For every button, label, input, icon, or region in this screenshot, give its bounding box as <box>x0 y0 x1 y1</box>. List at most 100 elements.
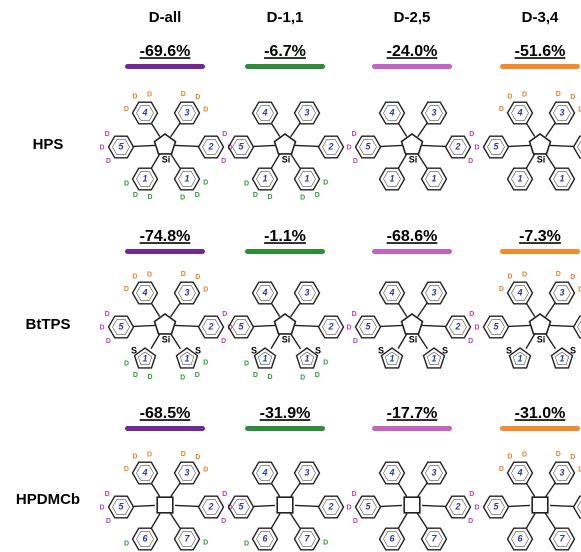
aryl-inner <box>383 171 401 187</box>
deuterium-label: D <box>323 180 328 187</box>
aryl-inner <box>298 171 316 187</box>
ring-number: 3 <box>559 287 564 297</box>
bond <box>421 324 447 328</box>
aryl-ring <box>354 315 382 339</box>
bond <box>549 324 575 328</box>
bond <box>421 504 447 508</box>
ring-number: 2 <box>327 321 333 331</box>
aryl-inner <box>511 285 529 301</box>
hetero-atom: S <box>195 345 201 355</box>
aryl-ring <box>131 527 159 551</box>
aryl-ring <box>572 495 581 519</box>
ring-number: 4 <box>261 107 267 117</box>
bond <box>507 144 531 148</box>
aryl-ring <box>506 167 534 191</box>
deuterium-label: D <box>556 91 561 98</box>
deuterium-label: D <box>124 106 129 113</box>
ring-number: 1 <box>431 353 436 363</box>
aryl-ring <box>107 135 135 159</box>
ring-number: 1 <box>142 353 147 363</box>
ring-number: 7 <box>304 533 310 543</box>
deuterium-label: D <box>300 194 305 201</box>
aryl-ring <box>131 461 159 485</box>
core-ring <box>276 496 294 514</box>
aryl-ring <box>548 167 576 191</box>
core-atom: Si <box>282 334 291 344</box>
hetero-atom: S <box>442 345 448 355</box>
aryl-inner <box>136 105 154 121</box>
deuterium-label: D <box>221 518 226 525</box>
aryl-inner <box>359 499 377 515</box>
ring-number: 4 <box>261 287 267 297</box>
aryl-inner <box>137 351 153 366</box>
ring-number: 6 <box>389 533 395 543</box>
bond <box>169 513 182 530</box>
column-header: D-3,4 <box>522 9 559 26</box>
bond <box>525 122 536 137</box>
ring-number: 4 <box>141 107 147 117</box>
bond <box>416 333 429 350</box>
aryl-ring <box>197 135 225 159</box>
color-bar <box>125 426 205 431</box>
ring-number: 5 <box>365 501 371 511</box>
ring-number: 3 <box>184 287 189 297</box>
aryl-ring <box>197 495 225 519</box>
aryl-inner <box>512 351 528 366</box>
color-bar <box>372 64 452 69</box>
bond <box>289 153 302 170</box>
column-header: D-all <box>149 9 182 26</box>
core-atom: Si <box>409 154 418 164</box>
percent-change: -6.7% <box>264 43 306 60</box>
color-bar <box>245 426 325 431</box>
aryl-inner <box>257 351 273 366</box>
aryl-inner <box>511 105 529 121</box>
deuterium-label: D <box>195 192 200 199</box>
deuterium-label: D <box>352 311 357 318</box>
hetero-atom: S <box>251 345 257 355</box>
deuterium-label: D <box>469 311 474 318</box>
aryl-inner <box>383 105 401 121</box>
aryl-inner <box>322 139 340 155</box>
aryl-ring <box>131 167 159 191</box>
ring-number: 4 <box>516 287 522 297</box>
aryl-inner <box>322 499 340 515</box>
ring-number: 1 <box>262 173 267 183</box>
aryl-inner <box>553 171 571 187</box>
aryl-inner <box>256 531 274 547</box>
aryl-ring <box>378 167 406 191</box>
row-label: HPS <box>33 136 64 153</box>
deuterium-label: D <box>474 325 479 332</box>
color-bar <box>372 249 452 254</box>
aryl-inner <box>136 465 154 481</box>
deuterium-label: D <box>195 454 200 461</box>
aryl-inner <box>178 531 196 547</box>
color-bar <box>245 64 325 69</box>
deuterium-label: D <box>522 91 527 98</box>
aryl-ring <box>227 135 255 159</box>
aryl-inner <box>298 285 316 301</box>
bond <box>270 153 281 170</box>
aryl-inner <box>425 171 443 187</box>
deuterium-label: D <box>353 338 358 345</box>
aryl-ring <box>482 495 510 519</box>
ring-number: 7 <box>431 533 437 543</box>
aryl-inner <box>577 320 581 334</box>
percent-change: -51.6% <box>515 43 566 60</box>
bond <box>507 324 531 328</box>
ring-number: 2 <box>327 501 333 511</box>
deuterium-label: D <box>147 91 152 98</box>
ring-number: 1 <box>559 173 564 183</box>
aryl-ring <box>444 315 472 339</box>
aryl-inner <box>553 465 571 481</box>
deuterium-label: D <box>222 311 227 318</box>
aryl-inner <box>112 499 130 515</box>
deuterium-label: D <box>244 180 249 187</box>
aryl-ring <box>293 527 321 551</box>
bond <box>421 144 447 148</box>
deuterium-label: D <box>244 540 249 547</box>
ring-number: 4 <box>388 467 394 477</box>
deuterium-label: D <box>180 374 185 381</box>
color-bar <box>245 249 325 254</box>
